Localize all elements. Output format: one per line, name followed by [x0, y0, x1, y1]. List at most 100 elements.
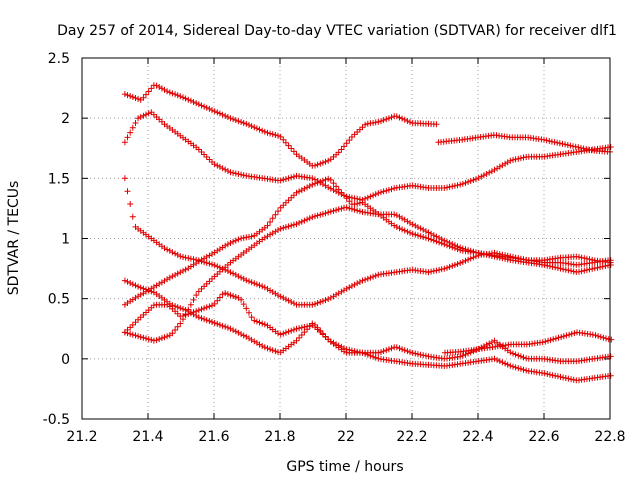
data-point [565, 267, 572, 274]
data-point [285, 223, 292, 230]
data-point [586, 256, 593, 263]
data-point [224, 324, 231, 331]
data-point [240, 301, 247, 308]
data-point [597, 333, 604, 340]
data-point [567, 142, 574, 149]
data-point [446, 239, 453, 246]
data-point [335, 342, 342, 349]
data-point [301, 324, 308, 330]
data-point [346, 137, 353, 144]
data-point [428, 268, 435, 275]
data-point [499, 359, 506, 366]
data-point [325, 184, 332, 191]
data-point [129, 213, 136, 220]
data-point [121, 91, 128, 98]
data-point [467, 255, 474, 262]
data-point [264, 129, 271, 136]
data-point [378, 189, 384, 196]
data-point [385, 346, 392, 353]
data-point [238, 171, 245, 178]
data-point [568, 330, 575, 337]
data-point [309, 214, 316, 221]
data-point [494, 357, 501, 363]
data-point [203, 253, 210, 260]
data-point [425, 229, 432, 236]
data-point [404, 228, 411, 235]
data-point [135, 283, 142, 290]
data-point [380, 188, 387, 195]
data-point [327, 208, 334, 215]
data-point [385, 186, 392, 193]
data-point [385, 115, 392, 122]
data-point [256, 319, 263, 326]
data-point [124, 92, 131, 99]
data-point [145, 110, 152, 117]
data-point [444, 184, 450, 191]
data-point [235, 273, 242, 280]
data-point [465, 178, 472, 185]
data-point [515, 365, 522, 372]
data-point [288, 174, 295, 181]
data-point [214, 162, 221, 169]
data-point [180, 267, 186, 274]
data-point [227, 115, 234, 122]
data-point [449, 262, 456, 269]
data-point [280, 224, 287, 231]
data-point [269, 347, 276, 354]
data-point [198, 315, 205, 322]
data-point [296, 325, 303, 332]
data-point [488, 339, 495, 346]
data-point [187, 97, 194, 104]
data-point [251, 124, 258, 131]
y-tick-label: 0.5 [48, 292, 70, 308]
data-point [407, 349, 413, 356]
data-point [280, 136, 287, 143]
data-point [543, 137, 550, 144]
data-point [581, 267, 588, 274]
data-point [243, 277, 250, 284]
data-point [362, 195, 369, 202]
data-point [444, 264, 450, 271]
data-point [467, 178, 474, 184]
data-point [459, 180, 466, 187]
data-point [206, 318, 213, 324]
data-point [459, 352, 466, 359]
data-point [148, 85, 155, 92]
data-point [238, 274, 245, 281]
data-point [216, 163, 223, 170]
x-tick-label: 21.8 [264, 429, 295, 445]
data-point [298, 324, 305, 331]
data-point [135, 115, 142, 122]
data-point [298, 332, 305, 338]
data-point [156, 84, 163, 90]
data-point [169, 330, 176, 337]
data-point [552, 372, 559, 379]
data-point [486, 340, 493, 347]
data-point [301, 185, 308, 192]
data-point [148, 336, 155, 343]
data-point [407, 119, 413, 126]
data-point [253, 281, 260, 288]
data-point [261, 321, 268, 328]
data-point [454, 243, 461, 250]
series-7 [121, 204, 614, 344]
data-point [190, 309, 197, 316]
data-point [216, 321, 223, 328]
data-point [174, 270, 181, 277]
data-point [259, 320, 266, 327]
data-point [211, 300, 218, 307]
data-point [222, 166, 229, 173]
data-point [404, 348, 411, 355]
data-point [520, 354, 527, 361]
data-point [517, 155, 524, 162]
data-point [576, 268, 582, 275]
data-point [296, 188, 303, 195]
data-point [296, 334, 303, 341]
data-point [364, 351, 371, 358]
data-point [277, 331, 284, 338]
data-point [296, 219, 303, 226]
data-point [380, 348, 387, 355]
data-point [393, 224, 400, 230]
data-point [317, 211, 324, 218]
data-point [401, 116, 408, 123]
